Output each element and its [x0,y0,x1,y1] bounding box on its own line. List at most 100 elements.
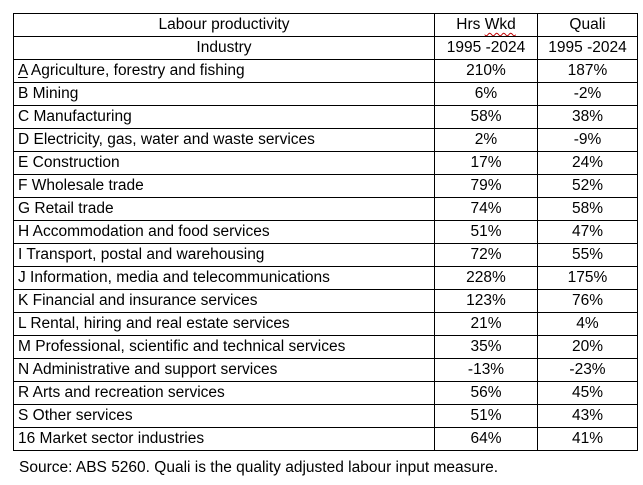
industry-name: Other services [28,407,133,424]
quali-value: 58% [537,197,638,221]
industry-cell: A Agriculture, forestry and fishing [13,59,435,83]
hrs-wkd-value: 51% [434,404,538,428]
table-row: M Professional, scientific and technical… [13,335,638,359]
quali-value: 41% [537,427,638,451]
industry-name: Market sector industries [35,430,205,447]
industry-cell: M Professional, scientific and technical… [13,335,435,359]
hrs-header-word: Hrs [456,16,481,33]
quali-header-cell: Quali [537,13,638,37]
industry-cell: E Construction [13,151,435,175]
table-row: B Mining 6% -2% [13,82,638,106]
industry-name: Agriculture, forestry and fishing [27,62,245,79]
industry-cell: F Wholesale trade [13,174,435,198]
industry-cell: K Financial and insurance services [13,289,435,313]
industry-cell: C Manufacturing [13,105,435,129]
quali-value: -2% [537,82,638,106]
industry-code: C [18,108,30,125]
table-row: I Transport, postal and warehousing 72% 55… [13,243,638,267]
hrs-wkd-value: 6% [434,82,538,106]
industry-code: G [18,200,31,217]
industry-cell: N Administrative and support services [13,358,435,382]
table-header-row: Labour productivity Hrs Wkd Quali [13,13,638,37]
industry-code: L [18,315,27,332]
quali-value: 24% [537,151,638,175]
industry-cell: R Arts and recreation services [13,381,435,405]
industry-cell: J Information, media and telecommunicati… [13,266,435,290]
industry-name: Administrative and support services [29,361,278,378]
industry-code: I [18,246,23,263]
industry-code: A [18,62,28,79]
industry-name: Accommodation and food services [29,223,270,240]
industry-code: S [18,407,29,424]
industry-header-cell: Industry [13,36,435,60]
industry-name: Transport, postal and warehousing [22,246,265,263]
quali-value: 45% [537,381,638,405]
hrs-wkd-value: 64% [434,427,538,451]
hrs-wkd-value: 35% [434,335,538,359]
table-row: 16 Market sector industries 64% 41% [13,427,638,451]
hrs-wkd-value: 74% [434,197,538,221]
hrs-period-cell: 1995 -2024 [434,36,538,60]
industry-cell: G Retail trade [13,197,435,221]
table-row: R Arts and recreation services 56% 45% [13,381,638,405]
hrs-wkd-value: 79% [434,174,538,198]
quali-value: 38% [537,105,638,129]
table-row: G Retail trade 74% 58% [13,197,638,221]
table-row: D Electricity, gas, water and waste serv… [13,128,638,152]
quali-value: 4% [537,312,638,336]
industry-code: M [18,338,31,355]
industry-name: Mining [28,85,79,102]
labour-productivity-table: Labour productivity Hrs Wkd Quali Indust… [13,13,638,451]
hrs-wkd-header-cell: Hrs Wkd [434,13,538,37]
industry-cell: H Accommodation and food services [13,220,435,244]
quali-value: -23% [537,358,638,382]
quali-value: 43% [537,404,638,428]
industry-name: Manufacturing [29,108,132,125]
hrs-wkd-value: 51% [434,220,538,244]
hrs-wkd-value: 2% [434,128,538,152]
quali-value: -9% [537,128,638,152]
quali-value: 20% [537,335,638,359]
table-row: H Accommodation and food services 51% 47% [13,220,638,244]
industry-code: D [18,131,30,148]
industry-code: B [18,85,29,102]
industry-name: Wholesale trade [27,177,144,194]
industry-name: Construction [28,154,120,171]
quali-value: 47% [537,220,638,244]
quali-value: 52% [537,174,638,198]
hrs-wkd-value: 21% [434,312,538,336]
hrs-wkd-value: 58% [434,105,538,129]
industry-cell: D Electricity, gas, water and waste serv… [13,128,435,152]
industry-code: K [18,292,29,309]
table-row: S Other services 51% 43% [13,404,638,428]
industry-cell: I Transport, postal and warehousing [13,243,435,267]
industry-name: Electricity, gas, water and waste servic… [29,131,315,148]
table-row: J Information, media and telecommunicati… [13,266,638,290]
quali-value: 175% [537,266,638,290]
industry-name: Information, media and telecommunication… [25,269,330,286]
table-row: K Financial and insurance services 123% 76… [13,289,638,313]
wkd-header-word: Wkd [484,16,516,33]
hrs-wkd-value: 56% [434,381,538,405]
table-row: E Construction 17% 24% [13,151,638,175]
hrs-wkd-value: 72% [434,243,538,267]
table-subheader-row: Industry 1995 -2024 1995 -2024 [13,36,638,60]
table-row: N Administrative and support services -13… [13,358,638,382]
table-row: F Wholesale trade 79% 52% [13,174,638,198]
quali-value: 187% [537,59,638,83]
table-row: C Manufacturing 58% 38% [13,105,638,129]
table-row: L Rental, hiring and real estate service… [13,312,638,336]
hrs-wkd-value: 17% [434,151,538,175]
quali-period-cell: 1995 -2024 [537,36,638,60]
industry-name: Retail trade [30,200,114,217]
industry-code: J [18,269,26,286]
industry-cell: B Mining [13,82,435,106]
quali-value: 55% [537,243,638,267]
industry-code: E [18,154,29,171]
industry-cell: L Rental, hiring and real estate service… [13,312,435,336]
industry-code: R [18,384,30,401]
table-row: A Agriculture, forestry and fishing 210% 1… [13,59,638,83]
hrs-wkd-value: 123% [434,289,538,313]
industry-code: F [18,177,28,194]
productivity-table-container: Labour productivity Hrs Wkd Quali Indust… [13,13,638,451]
